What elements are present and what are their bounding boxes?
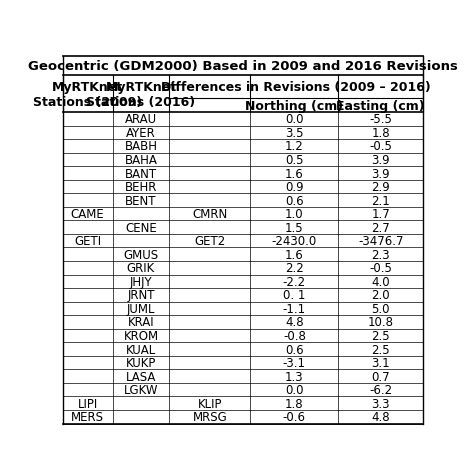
Text: 2.3: 2.3 xyxy=(371,248,390,261)
Text: 1.0: 1.0 xyxy=(285,208,304,221)
Text: -3476.7: -3476.7 xyxy=(358,235,403,248)
Text: LGKW: LGKW xyxy=(124,383,158,397)
Text: CENE: CENE xyxy=(125,221,157,234)
Text: MRSG: MRSG xyxy=(192,410,227,423)
Text: -6.2: -6.2 xyxy=(369,383,392,397)
Text: 0.0: 0.0 xyxy=(285,113,304,126)
Text: JRNT: JRNT xyxy=(127,289,155,302)
Text: 2.1: 2.1 xyxy=(371,194,390,207)
Text: 1.8: 1.8 xyxy=(371,127,390,139)
Text: 1.6: 1.6 xyxy=(285,167,304,180)
Text: LASA: LASA xyxy=(126,370,156,383)
Text: LIPI: LIPI xyxy=(78,397,98,410)
Text: 1.6: 1.6 xyxy=(285,248,304,261)
Text: 0.0: 0.0 xyxy=(285,383,304,397)
Text: MyRTKnet
Stations (2016): MyRTKnet Stations (2016) xyxy=(86,80,196,109)
Text: 3.3: 3.3 xyxy=(372,397,390,410)
Text: 3.5: 3.5 xyxy=(285,127,304,139)
Text: BAHA: BAHA xyxy=(125,154,157,167)
Text: -2.2: -2.2 xyxy=(283,275,306,288)
Text: BANT: BANT xyxy=(125,167,157,180)
Text: 1.5: 1.5 xyxy=(285,221,304,234)
Text: -0.6: -0.6 xyxy=(283,410,306,423)
Text: 5.0: 5.0 xyxy=(372,302,390,315)
Text: KUKP: KUKP xyxy=(126,357,156,369)
Text: 0.7: 0.7 xyxy=(371,370,390,383)
Text: -0.8: -0.8 xyxy=(283,329,306,342)
Text: KROM: KROM xyxy=(123,329,158,342)
Text: ARAU: ARAU xyxy=(125,113,157,126)
Text: -3.1: -3.1 xyxy=(283,357,306,369)
Text: 4.8: 4.8 xyxy=(371,410,390,423)
Text: Differences in Revisions (2009 – 2016): Differences in Revisions (2009 – 2016) xyxy=(161,81,431,94)
Text: 2.5: 2.5 xyxy=(371,343,390,356)
Text: Northing (cm): Northing (cm) xyxy=(245,99,344,112)
Text: CAME: CAME xyxy=(71,208,105,221)
Text: KLIP: KLIP xyxy=(198,397,222,410)
Text: MERS: MERS xyxy=(71,410,104,423)
Text: 3.9: 3.9 xyxy=(371,154,390,167)
Text: GMUS: GMUS xyxy=(123,248,158,261)
Text: CMRN: CMRN xyxy=(192,208,228,221)
Text: BABH: BABH xyxy=(125,140,157,153)
Text: 0.6: 0.6 xyxy=(285,343,304,356)
Text: 2.2: 2.2 xyxy=(285,262,304,275)
Text: -1.1: -1.1 xyxy=(283,302,306,315)
Text: Geocentric (GDM2000) Based in 2009 and 2016 Revisions: Geocentric (GDM2000) Based in 2009 and 2… xyxy=(28,60,458,73)
Text: 4.8: 4.8 xyxy=(285,316,304,329)
Text: 10.8: 10.8 xyxy=(368,316,394,329)
Text: 1.3: 1.3 xyxy=(285,370,304,383)
Text: GET2: GET2 xyxy=(194,235,226,248)
Text: 3.1: 3.1 xyxy=(371,357,390,369)
Text: -5.5: -5.5 xyxy=(369,113,392,126)
Text: 1.2: 1.2 xyxy=(285,140,304,153)
Text: 2.5: 2.5 xyxy=(371,329,390,342)
Text: MyRTKnet
Stations (2009): MyRTKnet Stations (2009) xyxy=(33,80,142,109)
Text: 1.8: 1.8 xyxy=(285,397,304,410)
Text: GRIK: GRIK xyxy=(127,262,155,275)
Text: KUAL: KUAL xyxy=(126,343,156,356)
Text: 1.7: 1.7 xyxy=(371,208,390,221)
Text: Easting (cm): Easting (cm) xyxy=(337,99,425,112)
Text: 2.0: 2.0 xyxy=(371,289,390,302)
Text: 4.0: 4.0 xyxy=(371,275,390,288)
Text: 0.9: 0.9 xyxy=(285,181,304,194)
Text: BEHR: BEHR xyxy=(125,181,157,194)
Text: 3.9: 3.9 xyxy=(371,167,390,180)
Text: 2.7: 2.7 xyxy=(371,221,390,234)
Text: GETI: GETI xyxy=(74,235,101,248)
Text: JHJY: JHJY xyxy=(130,275,152,288)
Text: BENT: BENT xyxy=(125,194,157,207)
Text: 0.6: 0.6 xyxy=(285,194,304,207)
Text: -0.5: -0.5 xyxy=(369,140,392,153)
Text: -0.5: -0.5 xyxy=(369,262,392,275)
Text: 0.5: 0.5 xyxy=(285,154,304,167)
Text: 2.9: 2.9 xyxy=(371,181,390,194)
Text: -2430.0: -2430.0 xyxy=(272,235,317,248)
Text: AYER: AYER xyxy=(126,127,156,139)
Text: 0. 1: 0. 1 xyxy=(283,289,306,302)
Text: JUML: JUML xyxy=(127,302,155,315)
Text: KRAI: KRAI xyxy=(128,316,155,329)
